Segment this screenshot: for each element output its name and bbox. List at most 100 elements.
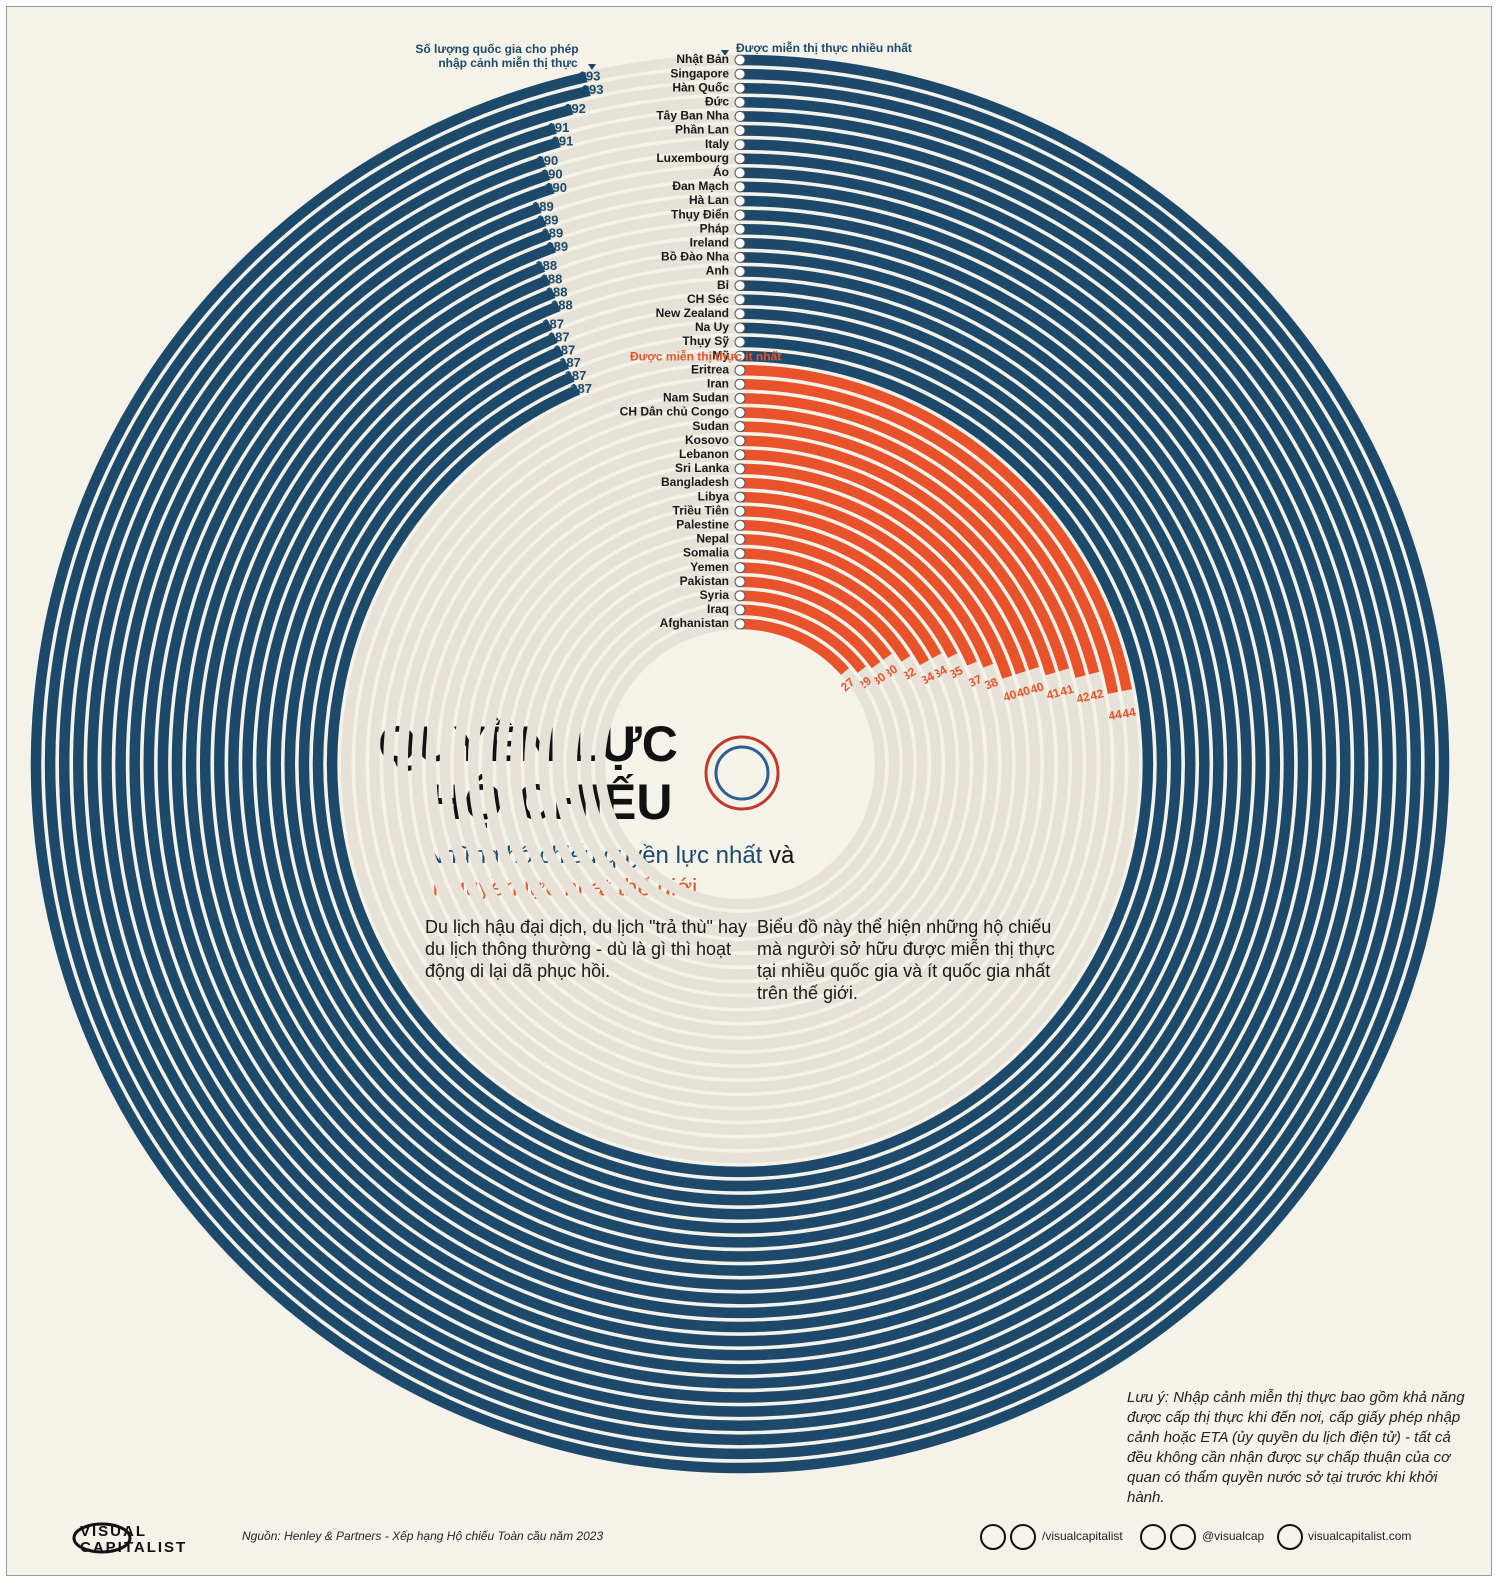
stamp	[704, 735, 780, 811]
flag	[734, 435, 746, 447]
bar	[739, 576, 892, 660]
bar	[739, 477, 1013, 679]
bar	[312, 336, 1168, 1192]
flag	[734, 562, 746, 574]
flag	[734, 392, 746, 404]
value-label: 44	[1107, 707, 1123, 723]
icon[interactable]	[1140, 1524, 1166, 1550]
bar	[228, 252, 1252, 1276]
flag	[734, 548, 746, 559]
flag	[734, 153, 746, 165]
category-label: Mỹ	[712, 348, 729, 362]
bar	[739, 562, 911, 662]
bar	[739, 548, 930, 666]
flag	[734, 181, 746, 193]
social[interactable]: /visualcapitalist	[1042, 1529, 1123, 1543]
flag	[734, 505, 746, 517]
flag	[734, 533, 746, 545]
bar	[214, 238, 1266, 1290]
flag	[734, 308, 746, 320]
flag	[734, 590, 746, 602]
flag	[734, 280, 746, 292]
bar	[185, 209, 1295, 1319]
category-label: Tây Ban Nha	[656, 109, 729, 123]
value-label: 187	[548, 329, 570, 344]
bar	[739, 590, 881, 669]
category-label: Nepal	[696, 532, 729, 546]
flag	[734, 378, 746, 390]
bar	[298, 322, 1182, 1206]
flag	[734, 68, 746, 80]
category-label: Áo	[713, 164, 729, 179]
bar	[739, 407, 1086, 678]
flag	[734, 477, 746, 489]
value-label: 190	[537, 153, 559, 168]
category-label: Bồ Đào Nha	[661, 250, 729, 264]
source: Nguồn: Henley & Partners - Xếp hạng Hộ c…	[242, 1529, 603, 1543]
series-label: Được miễn thị thực nhiều nhất	[736, 40, 912, 55]
series-label: Được miễn thị thực ít nhất	[630, 349, 781, 364]
value-label: 187	[570, 381, 592, 396]
track	[101, 125, 1379, 1403]
value-label: 41	[1059, 682, 1076, 699]
axis-label: Số lượng quốc gia cho phép	[415, 42, 578, 56]
category-label: Bỉ	[717, 278, 730, 292]
category-label: Ireland	[690, 235, 729, 249]
value-label: 187	[565, 368, 587, 383]
flag	[734, 110, 746, 122]
flag	[734, 449, 746, 461]
value-label: 191	[552, 134, 574, 149]
category-label: Đức	[705, 94, 729, 108]
category-label: New Zealand	[656, 306, 729, 320]
bar	[739, 364, 1132, 692]
value-label: 188	[546, 284, 568, 299]
bar	[171, 195, 1309, 1333]
category-label: Singapore	[670, 66, 729, 80]
category-label: Nam Sudan	[663, 391, 729, 405]
category-label: Thụy Sỹ	[682, 334, 729, 348]
flag	[734, 209, 746, 221]
category-label: Bangladesh	[661, 475, 729, 489]
bar	[101, 125, 1379, 1403]
category-label: Syria	[700, 588, 730, 602]
flag	[734, 125, 746, 136]
value-label: 44	[1121, 705, 1137, 721]
icon[interactable]	[1010, 1524, 1036, 1550]
bar	[73, 97, 1407, 1431]
icon[interactable]	[980, 1524, 1006, 1550]
value-label: 189	[537, 212, 559, 227]
category-label: Nhật Bản	[676, 52, 729, 66]
flag	[734, 421, 746, 433]
category-label: Lebanon	[679, 447, 729, 461]
category-label: Kosovo	[685, 433, 729, 447]
bar	[129, 153, 1351, 1375]
value-label: 190	[545, 180, 567, 195]
bar	[143, 167, 1337, 1361]
icon[interactable]	[1170, 1524, 1196, 1550]
icon[interactable]	[1277, 1524, 1303, 1550]
arrow	[721, 50, 729, 56]
flag	[734, 576, 746, 588]
category-label: Anh	[706, 264, 729, 278]
bar	[739, 505, 977, 666]
category-label: Hà Lan	[689, 193, 729, 207]
value-label: 193	[579, 68, 601, 83]
category-label: Somalia	[683, 546, 729, 560]
value-label: 193	[582, 82, 604, 97]
value-label: 187	[542, 316, 564, 331]
flag	[734, 139, 746, 151]
logo: CAPITALIST	[80, 1539, 187, 1556]
value-label: 189	[532, 199, 554, 214]
category-label: Eritrea	[691, 362, 729, 376]
category-label: Italy	[705, 137, 729, 151]
social[interactable]: @visualcap	[1202, 1529, 1265, 1543]
category-label: Triều Tiên	[673, 503, 729, 517]
category-label: CH Séc	[687, 292, 729, 306]
bar	[87, 111, 1393, 1417]
arrow	[588, 64, 596, 70]
flag	[734, 364, 746, 376]
bar	[30, 54, 1450, 1474]
category-label: Libya	[698, 489, 730, 503]
social[interactable]: visualcapitalist.com	[1308, 1529, 1411, 1543]
value-label: 188	[541, 271, 563, 286]
